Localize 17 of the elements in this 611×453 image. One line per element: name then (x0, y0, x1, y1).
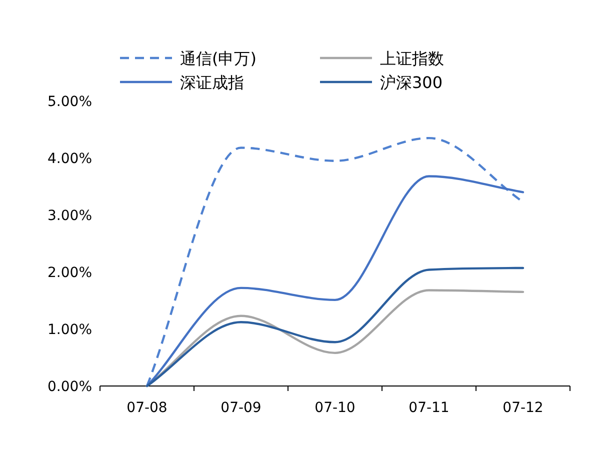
line-series (146, 175, 524, 388)
x-tick-label: 07-09 (220, 400, 262, 416)
y-tick-label: 1.00% (48, 322, 92, 338)
legend-label: 沪深300 (380, 73, 443, 92)
y-tick-label: 5.00% (48, 94, 92, 110)
y-tick-label: 3.00% (48, 208, 92, 224)
legend-label: 深证成指 (180, 73, 244, 92)
y-tick-label: 0.00% (48, 379, 92, 395)
y-tick-label: 2.00% (48, 265, 92, 281)
legend-label: 通信(申万) (180, 49, 256, 68)
legend-label: 上证指数 (380, 49, 444, 68)
y-tick-label: 4.00% (48, 151, 92, 167)
x-tick-label: 07-10 (314, 400, 356, 416)
x-tick-label: 07-12 (502, 400, 544, 416)
x-tick-label: 07-11 (408, 400, 450, 416)
line-series (146, 266, 524, 388)
x-tick-label: 07-08 (126, 400, 168, 416)
